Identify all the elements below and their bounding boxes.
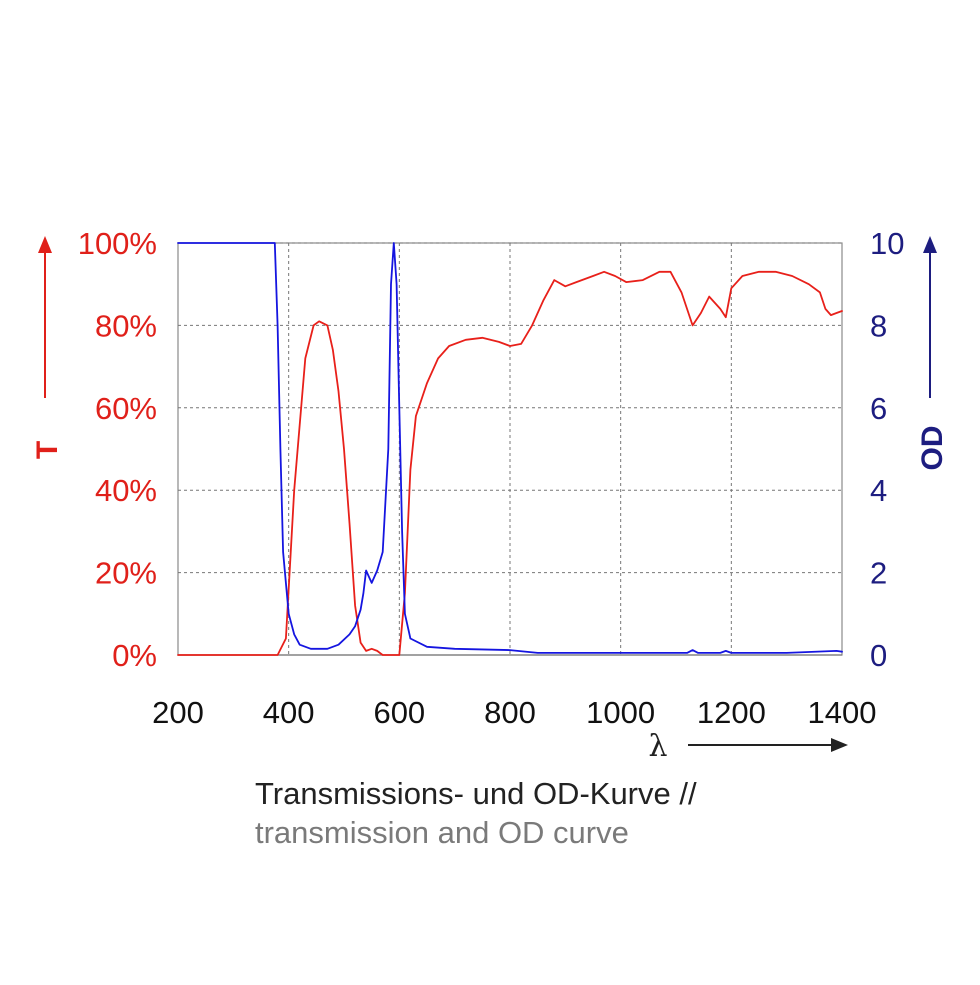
left-y-tick-label: 80% bbox=[95, 308, 157, 343]
x-tick-label: 200 bbox=[152, 695, 204, 730]
transmission-series-line bbox=[177, 270, 843, 656]
right-axis-arrow-head bbox=[923, 236, 937, 253]
x-axis-label: λ bbox=[648, 729, 667, 764]
left-y-tick-label: 40% bbox=[95, 473, 157, 508]
od-series-line bbox=[177, 242, 843, 654]
x-tick-label: 400 bbox=[263, 695, 315, 730]
right-y-tick-label: 0 bbox=[870, 638, 887, 673]
right-y-tick-label: 6 bbox=[870, 391, 887, 426]
x-axis-arrow-head bbox=[831, 738, 848, 752]
left-y-tick-label: 20% bbox=[95, 556, 157, 591]
right-axis-label: OD bbox=[916, 426, 949, 471]
right-y-tick-label: 8 bbox=[870, 308, 887, 343]
right-y-tick-label: 10 bbox=[870, 226, 904, 261]
x-tick-label: 1000 bbox=[586, 695, 655, 730]
caption-german: Transmissions- und OD-Kurve // bbox=[255, 776, 697, 811]
right-y-tick-label: 2 bbox=[870, 556, 887, 591]
right-y-tick-label: 4 bbox=[870, 473, 887, 508]
x-tick-label: 1400 bbox=[808, 695, 877, 730]
left-y-tick-label: 100% bbox=[78, 226, 157, 261]
left-y-tick-label: 0% bbox=[112, 638, 157, 673]
left-y-tick-label: 60% bbox=[95, 391, 157, 426]
x-tick-label: 800 bbox=[484, 695, 536, 730]
x-tick-label: 600 bbox=[373, 695, 425, 730]
x-tick-label: 1200 bbox=[697, 695, 766, 730]
left-axis-arrow-head bbox=[38, 236, 52, 253]
caption-english: transmission and OD curve bbox=[255, 815, 629, 850]
left-axis-label: T bbox=[31, 441, 64, 459]
